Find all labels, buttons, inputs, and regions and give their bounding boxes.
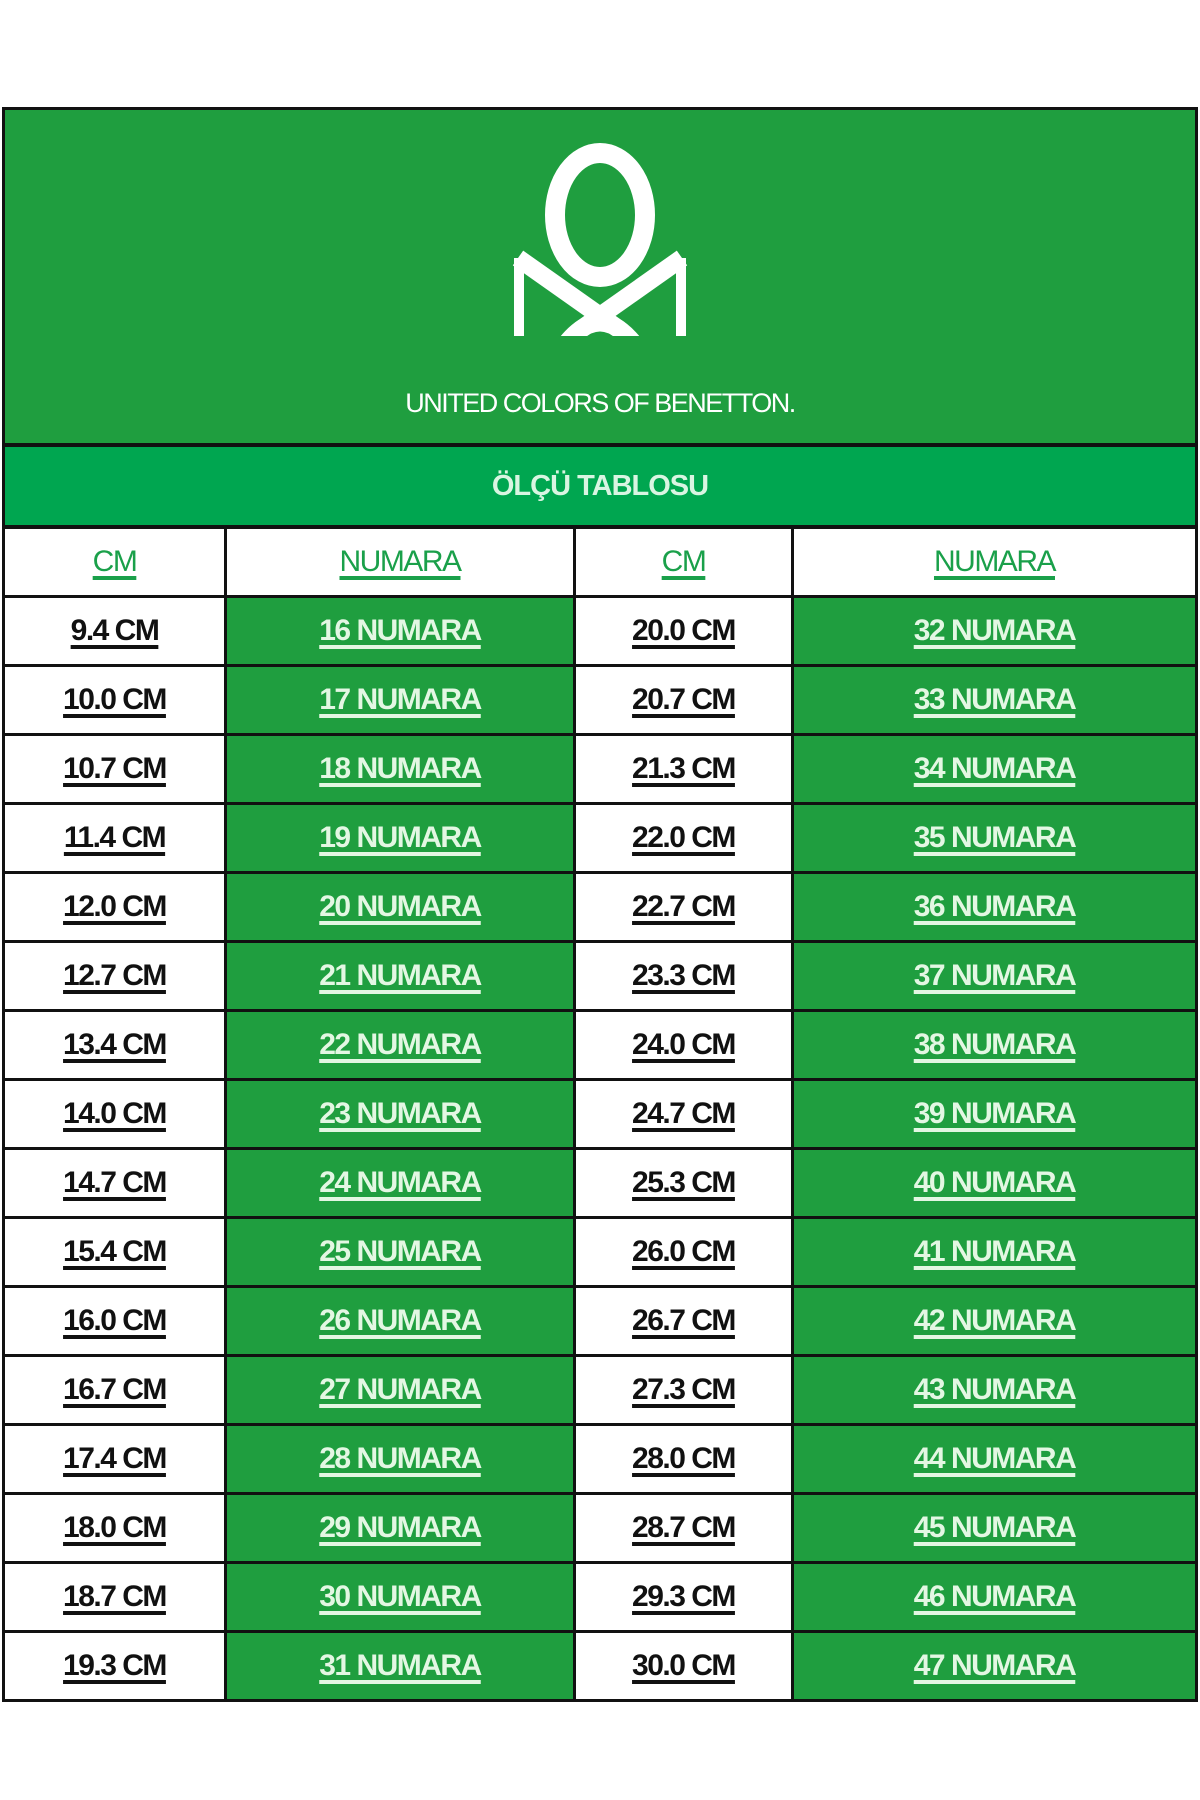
brand-header: UNITED COLORS OF BENETTON.: [5, 110, 1195, 447]
numara-cell: 31 NUMARA: [227, 1633, 573, 1699]
numara-cell: 30 NUMARA: [227, 1564, 573, 1630]
numara-cell: 27 NUMARA: [227, 1357, 573, 1423]
numara-cell: 45 NUMARA: [794, 1495, 1195, 1561]
numara-cell: 22 NUMARA: [227, 1012, 573, 1078]
numara-cell: 42 NUMARA: [794, 1288, 1195, 1354]
cm-cell: 14.7 CM: [5, 1150, 224, 1216]
numara-cell: 20 NUMARA: [227, 874, 573, 940]
brand-name: UNITED COLORS OF BENETTON.: [405, 388, 796, 418]
numara-cell: 46 NUMARA: [794, 1564, 1195, 1630]
column-header: NUMARA: [794, 529, 1195, 595]
cm-cell: 21.3 CM: [576, 736, 791, 802]
cm-cell: 22.0 CM: [576, 805, 791, 871]
numara-cell: 32 NUMARA: [794, 598, 1195, 664]
numara-cell: 28 NUMARA: [227, 1426, 573, 1492]
cm-cell: 14.0 CM: [5, 1081, 224, 1147]
numara-cell: 34 NUMARA: [794, 736, 1195, 802]
column-header: NUMARA: [227, 529, 573, 595]
size-table: CM NUMARA CM NUMARA 9.4 CM 16 NUMARA 20.0 CM 32…: [5, 529, 1195, 1699]
cm-cell: 23.3 CM: [576, 943, 791, 1009]
cm-cell: 27.3 CM: [576, 1357, 791, 1423]
cm-cell: 9.4 CM: [5, 598, 224, 664]
cm-cell: 24.7 CM: [576, 1081, 791, 1147]
benetton-logo-icon: [510, 143, 690, 370]
numara-cell: 38 NUMARA: [794, 1012, 1195, 1078]
chart-title: ÖLÇÜ TABLOSU: [5, 447, 1195, 529]
numara-cell: 47 NUMARA: [794, 1633, 1195, 1699]
cm-cell: 11.4 CM: [5, 805, 224, 871]
numara-cell: 24 NUMARA: [227, 1150, 573, 1216]
numara-cell: 17 NUMARA: [227, 667, 573, 733]
numara-cell: 19 NUMARA: [227, 805, 573, 871]
cm-cell: 28.0 CM: [576, 1426, 791, 1492]
cm-cell: 12.7 CM: [5, 943, 224, 1009]
numara-cell: 39 NUMARA: [794, 1081, 1195, 1147]
numara-cell: 41 NUMARA: [794, 1219, 1195, 1285]
cm-cell: 29.3 CM: [576, 1564, 791, 1630]
numara-cell: 21 NUMARA: [227, 943, 573, 1009]
numara-cell: 43 NUMARA: [794, 1357, 1195, 1423]
column-header: CM: [5, 529, 224, 595]
cm-cell: 13.4 CM: [5, 1012, 224, 1078]
cm-cell: 22.7 CM: [576, 874, 791, 940]
numara-cell: 26 NUMARA: [227, 1288, 573, 1354]
numara-cell: 40 NUMARA: [794, 1150, 1195, 1216]
cm-cell: 12.0 CM: [5, 874, 224, 940]
numara-cell: 18 NUMARA: [227, 736, 573, 802]
numara-cell: 35 NUMARA: [794, 805, 1195, 871]
cm-cell: 30.0 CM: [576, 1633, 791, 1699]
cm-cell: 10.7 CM: [5, 736, 224, 802]
numara-cell: 36 NUMARA: [794, 874, 1195, 940]
column-header: CM: [576, 529, 791, 595]
numara-cell: 37 NUMARA: [794, 943, 1195, 1009]
size-chart: UNITED COLORS OF BENETTON. ÖLÇÜ TABLOSU …: [2, 107, 1198, 1702]
numara-cell: 16 NUMARA: [227, 598, 573, 664]
cm-cell: 26.7 CM: [576, 1288, 791, 1354]
cm-cell: 20.7 CM: [576, 667, 791, 733]
numara-cell: 44 NUMARA: [794, 1426, 1195, 1492]
cm-cell: 26.0 CM: [576, 1219, 791, 1285]
cm-cell: 15.4 CM: [5, 1219, 224, 1285]
cm-cell: 18.0 CM: [5, 1495, 224, 1561]
numara-cell: 25 NUMARA: [227, 1219, 573, 1285]
numara-cell: 33 NUMARA: [794, 667, 1195, 733]
cm-cell: 10.0 CM: [5, 667, 224, 733]
cm-cell: 19.3 CM: [5, 1633, 224, 1699]
cm-cell: 24.0 CM: [576, 1012, 791, 1078]
cm-cell: 20.0 CM: [576, 598, 791, 664]
cm-cell: 28.7 CM: [576, 1495, 791, 1561]
numara-cell: 29 NUMARA: [227, 1495, 573, 1561]
numara-cell: 23 NUMARA: [227, 1081, 573, 1147]
cm-cell: 25.3 CM: [576, 1150, 791, 1216]
cm-cell: 16.0 CM: [5, 1288, 224, 1354]
cm-cell: 16.7 CM: [5, 1357, 224, 1423]
cm-cell: 17.4 CM: [5, 1426, 224, 1492]
cm-cell: 18.7 CM: [5, 1564, 224, 1630]
